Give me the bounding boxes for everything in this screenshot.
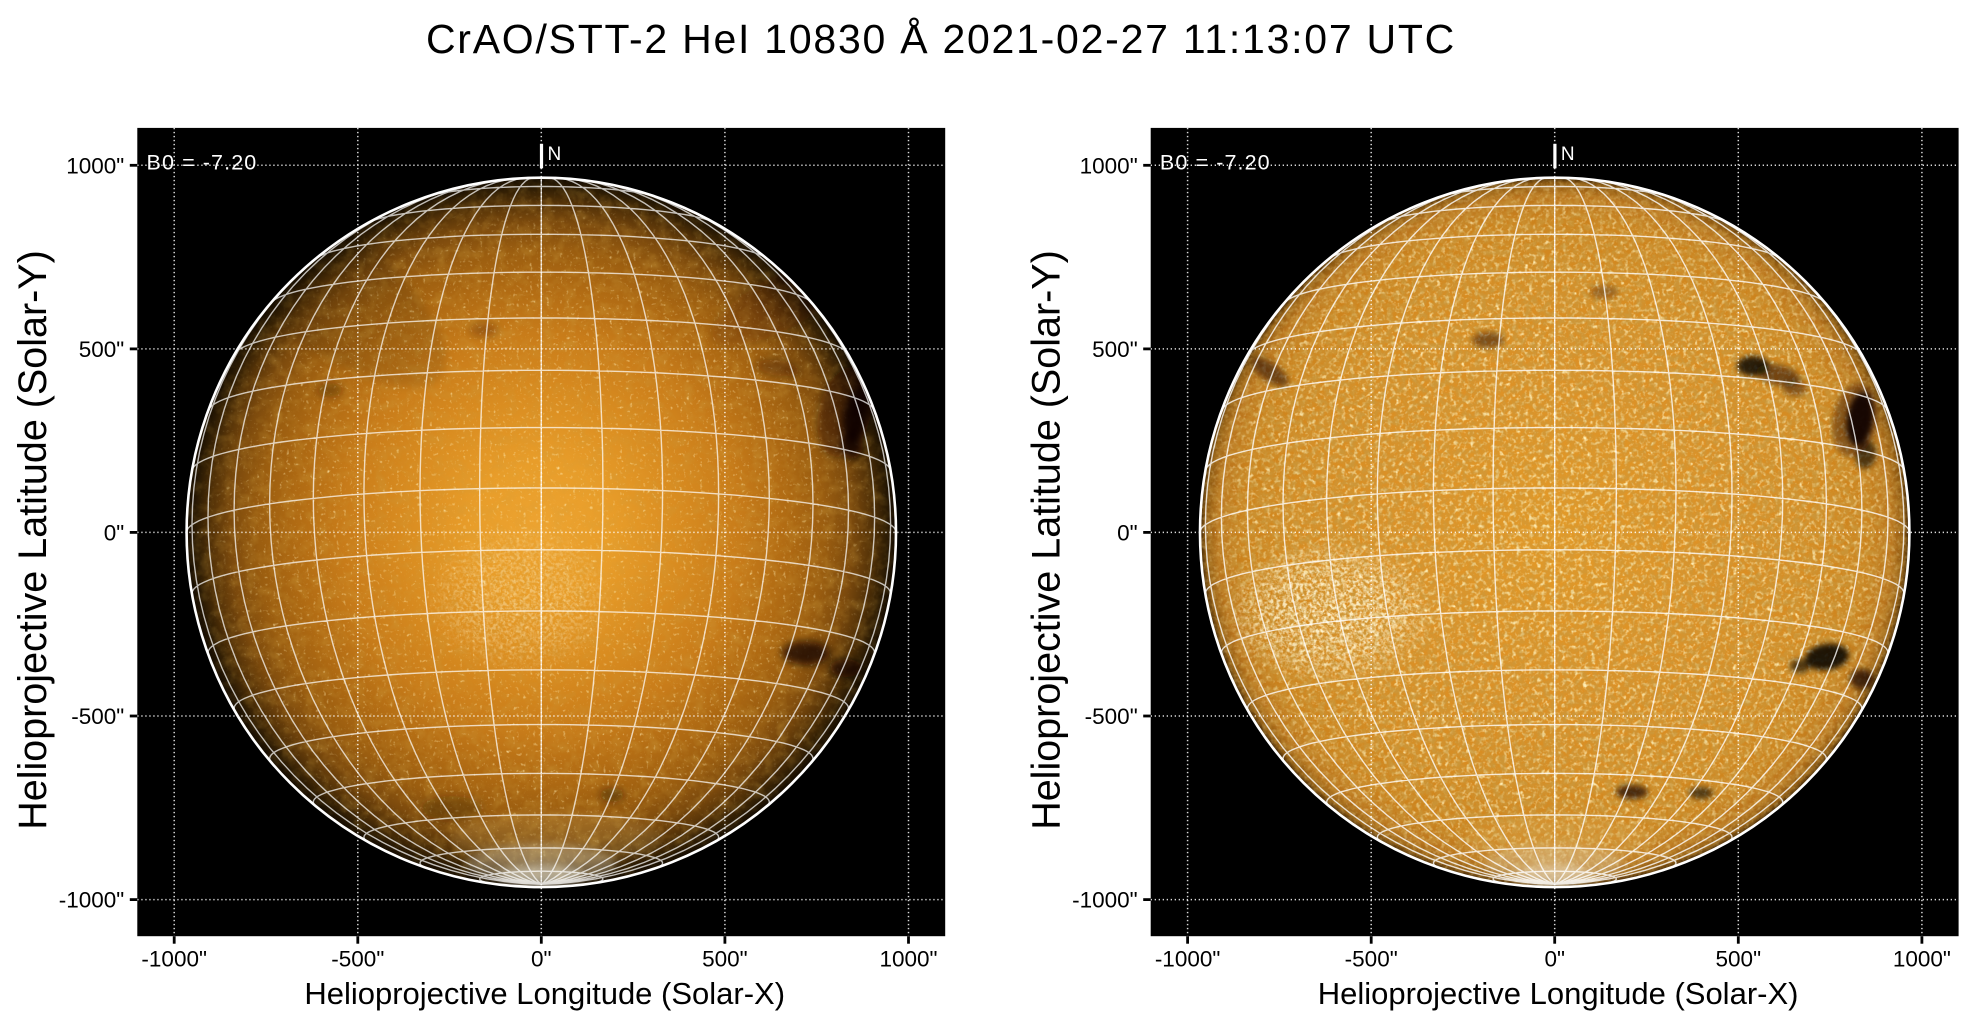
svg-text:0": 0" [104, 520, 125, 545]
svg-text:-500": -500" [331, 947, 384, 972]
svg-text:-1000": -1000" [141, 947, 207, 972]
svg-text:-1000": -1000" [1072, 888, 1138, 913]
svg-text:0": 0" [1544, 947, 1565, 972]
svg-text:1000": 1000" [1893, 947, 1951, 972]
svg-text:B0 = -7.20: B0 = -7.20 [1160, 151, 1271, 175]
svg-text:N: N [1561, 144, 1575, 165]
svg-text:0": 0" [1117, 520, 1138, 545]
svg-text:1000": 1000" [1080, 153, 1138, 178]
svg-text:Helioprojective Latitude (Sola: Helioprojective Latitude (Solar-Y) [11, 250, 55, 830]
svg-text:-1000": -1000" [59, 888, 125, 913]
svg-text:N: N [548, 144, 562, 165]
svg-text:B0 = -7.20: B0 = -7.20 [147, 151, 258, 175]
svg-text:-500": -500" [1345, 947, 1398, 972]
svg-text:-500": -500" [1085, 704, 1138, 729]
svg-text:-500": -500" [71, 704, 124, 729]
svg-text:0": 0" [531, 947, 552, 972]
svg-text:Helioprojective Longitude (Sol: Helioprojective Longitude (Solar-X) [1318, 976, 1799, 1011]
svg-text:CrAO/STT-2 HeI 10830 Å 2021-02: CrAO/STT-2 HeI 10830 Å 2021-02-27 11:13:… [426, 16, 1456, 62]
svg-text:500": 500" [79, 337, 125, 362]
svg-text:-1000": -1000" [1155, 947, 1221, 972]
svg-text:Helioprojective Latitude (Sola: Helioprojective Latitude (Solar-Y) [1024, 250, 1068, 830]
svg-text:Helioprojective Longitude (Sol: Helioprojective Longitude (Solar-X) [304, 976, 785, 1011]
svg-text:500": 500" [1716, 947, 1762, 972]
svg-text:1000": 1000" [879, 947, 937, 972]
svg-text:500": 500" [702, 947, 748, 972]
svg-text:500": 500" [1092, 337, 1138, 362]
svg-text:1000": 1000" [66, 153, 124, 178]
